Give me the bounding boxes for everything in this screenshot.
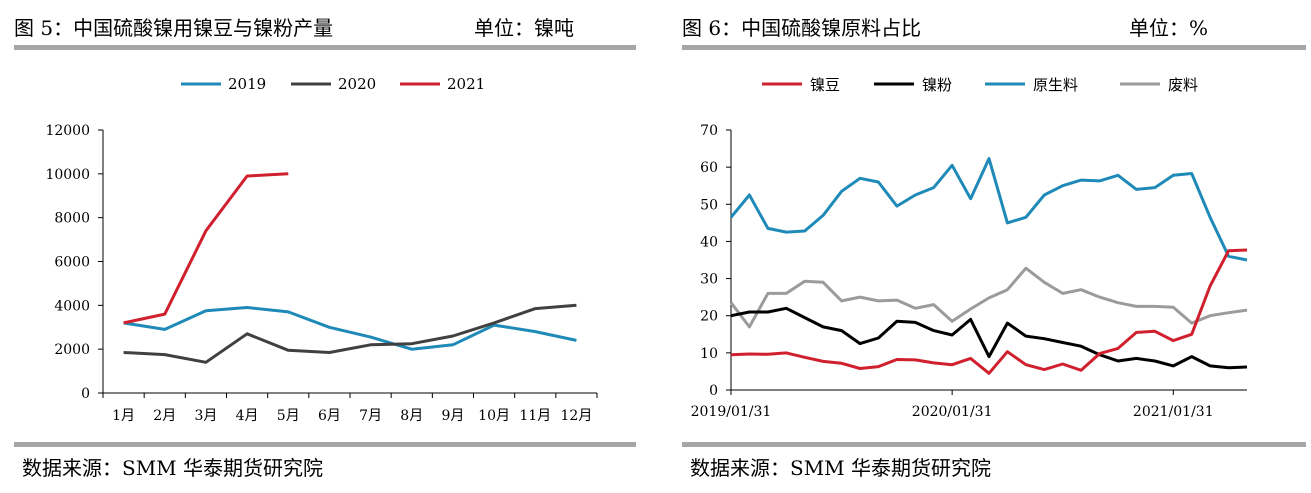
series-line-2020 — [123, 303, 577, 364]
series-line-废料 — [729, 266, 1248, 329]
left-bottom-rule — [14, 442, 636, 447]
y-tick-label: 10000 — [45, 167, 90, 183]
legend-label-废料: 废料 — [1168, 76, 1198, 94]
right-source-note: 数据来源：SMM 华泰期货研究院 — [690, 456, 992, 480]
x-tick-label: 11月 — [519, 408, 551, 424]
x-tick-label: 2月 — [153, 408, 176, 424]
legend-label-2020: 2020 — [338, 75, 376, 93]
series-line-镍粉 — [730, 306, 1248, 370]
left-top-rule — [14, 45, 636, 50]
x-tick-label: 7月 — [359, 408, 382, 424]
right-chart-panel: 图 6：中国硫酸镍原料占比 单位：% 0 10 20 30 40 50 60 70 2019/0… — [668, 0, 1311, 493]
x-tick-label: 2019/01/31 — [691, 404, 772, 420]
y-tick-label: 12000 — [45, 123, 90, 139]
series-line-原生料 — [729, 157, 1248, 262]
series-line-2021 — [123, 172, 289, 325]
x-tick-label: 1月 — [112, 408, 135, 424]
y-tick-label: 70 — [700, 123, 718, 139]
y-tick-label: 8000 — [54, 211, 90, 227]
x-tick-label: 2020/01/31 — [912, 404, 993, 420]
y-tick-label: 2000 — [54, 342, 90, 358]
x-tick-label: 3月 — [194, 408, 217, 424]
series-line-2019 — [123, 306, 577, 351]
y-tick-label: 6000 — [54, 255, 90, 271]
right-chart-title: 图 6：中国硫酸镍原料占比 — [682, 16, 922, 40]
legend-label-镍粉: 镍粉 — [922, 76, 952, 94]
y-tick-label: 10 — [700, 346, 718, 362]
y-tick-label: 40 — [700, 234, 718, 250]
x-tick-label: 5月 — [277, 408, 300, 424]
right-line-chart: 0 10 20 30 40 50 60 70 2019/01/31 2020/01/31 2021/… — [691, 76, 1248, 420]
right-bottom-rule — [682, 442, 1306, 447]
x-tick-label: 8月 — [400, 408, 423, 424]
x-tick-label: 10月 — [478, 408, 510, 424]
y-tick-label: 60 — [700, 160, 718, 176]
x-tick-label: 2021/01/31 — [1133, 404, 1214, 420]
y-tick-label: 0 — [709, 383, 718, 399]
x-tick-label: 9月 — [441, 408, 464, 424]
y-tick-label: 20 — [700, 309, 718, 325]
right-top-rule — [682, 45, 1306, 50]
y-tick-label: 30 — [700, 272, 718, 288]
left-chart-unit: 单位：镍吨 — [474, 16, 574, 40]
y-tick-label: 0 — [81, 386, 90, 402]
left-source-note: 数据来源：SMM 华泰期货研究院 — [22, 456, 324, 480]
legend-label-2019: 2019 — [228, 75, 266, 93]
x-tick-label: 6月 — [318, 408, 341, 424]
series-line-镍豆 — [730, 248, 1248, 375]
y-tick-label: 4000 — [54, 298, 90, 314]
x-tick-label: 12月 — [561, 408, 593, 424]
y-tick-label: 50 — [700, 197, 718, 213]
legend-label-2021: 2021 — [447, 75, 485, 93]
right-chart-unit: 单位：% — [1129, 16, 1209, 40]
left-title-row: 图 5：中国硫酸镍用镍豆与镍粉产量 单位：镍吨 — [14, 12, 640, 40]
right-title-row: 图 6：中国硫酸镍原料占比 单位：% — [682, 12, 1301, 40]
legend-label-镍豆: 镍豆 — [810, 76, 840, 94]
left-chart-title: 图 5：中国硫酸镍用镍豆与镍粉产量 — [14, 16, 334, 40]
left-chart-panel: 图 5：中国硫酸镍用镍豆与镍粉产量 单位：镍吨 0 2000 4000 6000 800… — [0, 0, 650, 493]
legend-label-原生料: 原生料 — [1033, 76, 1078, 94]
left-line-chart: 0 2000 4000 6000 8000 10000 12000 1月 2月 3月 4月 5月 6月 7… — [45, 75, 598, 424]
x-tick-label: 4月 — [236, 408, 259, 424]
